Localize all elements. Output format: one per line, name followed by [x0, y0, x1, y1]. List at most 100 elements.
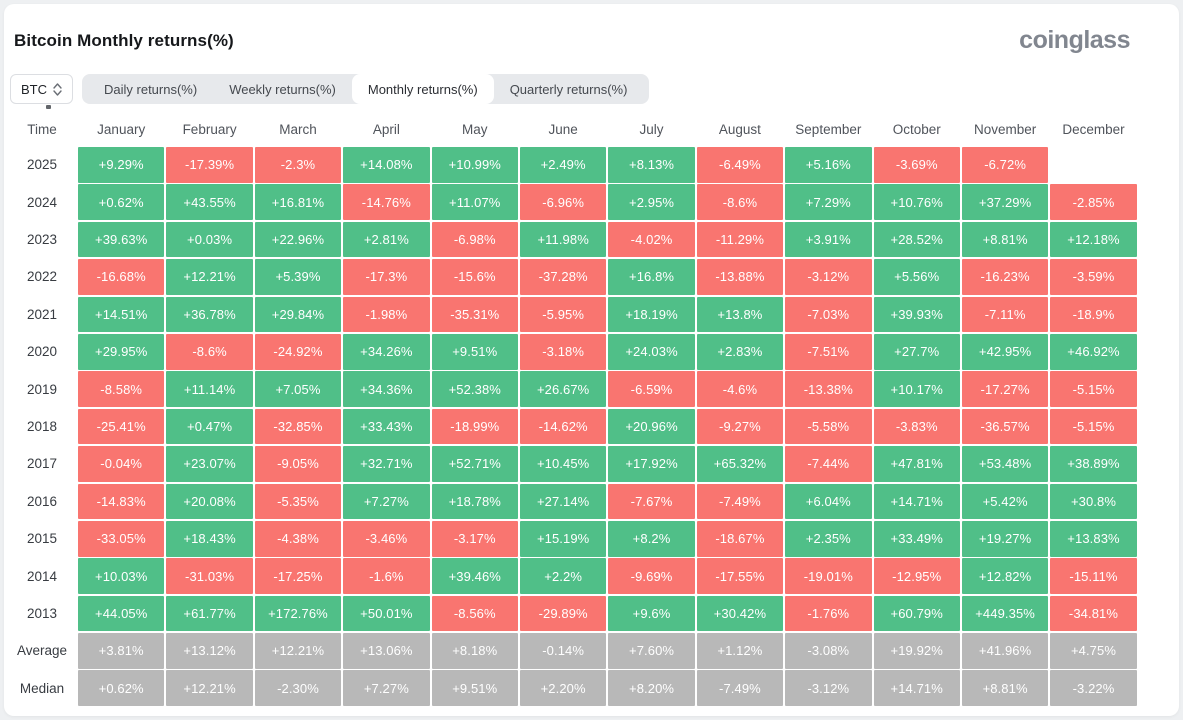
return-cell: -16.68% — [78, 259, 165, 295]
return-cell: +18.19% — [608, 296, 695, 333]
return-cell: -5.35% — [254, 483, 342, 520]
month-column-header: May — [462, 121, 488, 137]
return-cell: +7.27% — [343, 483, 430, 520]
return-cell: -7.03% — [785, 296, 872, 333]
row-label: 2018 — [26, 419, 58, 435]
return-cell: +33.49% — [873, 520, 960, 557]
return-cell: +65.32% — [696, 446, 784, 482]
return-cell: +10.03% — [78, 558, 165, 594]
return-cell: -25.41% — [78, 408, 165, 445]
table-row: 2013 +44.05% +61.77% +172.76% +50.01% -8.56% -… — [8, 595, 1137, 632]
tab-quarterly-returns[interactable]: Quarterly returns(%) — [509, 81, 628, 97]
return-cell: +23.07% — [166, 446, 253, 482]
scroll-indicator-dot — [46, 105, 51, 109]
return-cell: -8.6% — [166, 333, 253, 370]
return-cell: +12.21% — [254, 633, 342, 669]
return-cell: +12.21% — [166, 259, 253, 295]
empty-cell — [1050, 147, 1136, 183]
row-label: 2017 — [26, 456, 58, 472]
return-cell: +12.82% — [961, 558, 1049, 594]
return-cell: -8.58% — [78, 371, 165, 407]
return-cell: +10.99% — [431, 147, 518, 183]
return-cell: -31.03% — [166, 558, 253, 594]
return-cell: +8.18% — [431, 633, 518, 669]
return-cell: +34.36% — [343, 371, 430, 407]
return-cell: +9.51% — [431, 670, 518, 707]
return-cell: +13.8% — [696, 296, 784, 333]
return-cell: +8.2% — [608, 520, 695, 557]
return-cell: -3.46% — [343, 520, 430, 557]
return-cell: -3.12% — [785, 259, 872, 295]
return-cell: +2.95% — [608, 184, 695, 220]
return-cell: +9.29% — [78, 147, 165, 183]
row-label: Median — [19, 680, 65, 696]
row-label: 2015 — [26, 531, 58, 547]
return-cell: -7.67% — [608, 483, 695, 520]
return-cell: +52.71% — [431, 446, 518, 482]
row-label: 2019 — [26, 381, 58, 397]
return-cell: +15.19% — [519, 520, 607, 557]
tab-daily-returns[interactable]: Daily returns(%) — [104, 81, 198, 97]
return-cell: -33.05% — [78, 520, 165, 557]
return-cell: +14.71% — [873, 670, 960, 707]
return-cell: -19.01% — [785, 558, 872, 594]
return-cell: -32.85% — [254, 408, 342, 445]
return-cell: -3.22% — [1050, 670, 1137, 707]
row-label: Average — [16, 643, 68, 659]
return-cell: -7.49% — [696, 483, 784, 520]
tab-monthly-returns[interactable]: Monthly returns(%) — [351, 74, 494, 104]
return-cell: -15.11% — [1050, 558, 1137, 594]
return-cell: +4.75% — [1050, 633, 1137, 669]
table-row: 2024 +0.62% +43.55% +16.81% -14.76% +11.07% -6… — [8, 184, 1137, 220]
row-label: 2021 — [26, 306, 58, 322]
return-cell: -16.23% — [961, 259, 1049, 295]
return-cell: -17.55% — [696, 558, 784, 594]
return-cell: +30.8% — [1050, 483, 1137, 520]
month-column-header: July — [639, 121, 664, 137]
return-cell: +10.76% — [873, 184, 960, 220]
return-cell: +43.55% — [166, 184, 253, 220]
month-column-header: October — [892, 121, 941, 137]
return-cell: +172.76% — [254, 595, 342, 632]
return-cell: -3.69% — [873, 147, 960, 183]
return-cell: -13.38% — [785, 371, 872, 407]
return-cell: -9.27% — [696, 408, 784, 445]
table-row: 2018 -25.41% +0.47% -32.85% +33.43% -18.99% -1… — [8, 408, 1137, 445]
return-cell: +37.29% — [961, 184, 1049, 220]
return-cell: -11.29% — [696, 221, 784, 258]
return-cell: +26.67% — [519, 371, 607, 407]
return-cell: +3.81% — [78, 633, 165, 669]
return-cell: +7.29% — [785, 184, 872, 220]
return-cell: -2.30% — [254, 670, 342, 707]
coin-selector[interactable]: BTC — [10, 74, 73, 104]
return-cell: -2.85% — [1050, 184, 1137, 220]
return-cell: +12.18% — [1050, 221, 1137, 258]
return-cell: +2.81% — [343, 221, 430, 258]
return-cell: -7.44% — [785, 446, 872, 482]
chevron-up-down-icon — [53, 82, 62, 96]
return-cell: +12.21% — [166, 670, 253, 707]
return-cell: +16.8% — [608, 259, 695, 295]
return-cell: -3.12% — [785, 670, 872, 707]
month-column-header: January — [97, 121, 146, 137]
return-cell: +18.78% — [431, 483, 518, 520]
return-cell: -6.98% — [431, 221, 518, 258]
return-cell: -12.95% — [873, 558, 960, 594]
month-column-header: June — [548, 121, 578, 137]
return-cell: +47.81% — [873, 446, 960, 482]
return-cell: -35.31% — [431, 296, 518, 333]
return-cell: -17.25% — [254, 558, 342, 594]
row-label: 2016 — [26, 493, 58, 509]
table-row: 2019 -8.58% +11.14% +7.05% +34.36% +52.38% +26… — [8, 371, 1137, 407]
return-cell: +38.89% — [1050, 446, 1137, 482]
return-cell: +20.96% — [608, 408, 695, 445]
return-cell: -0.04% — [78, 446, 165, 482]
return-cell: -17.3% — [343, 259, 430, 295]
tab-weekly-returns[interactable]: Weekly returns(%) — [229, 81, 336, 97]
return-cell: +5.42% — [961, 483, 1049, 520]
return-cell: -9.69% — [608, 558, 695, 594]
row-label: 2023 — [26, 232, 58, 248]
return-cell: +13.12% — [166, 633, 253, 669]
return-cell: -8.56% — [431, 595, 518, 632]
return-cell: +10.45% — [519, 446, 607, 482]
